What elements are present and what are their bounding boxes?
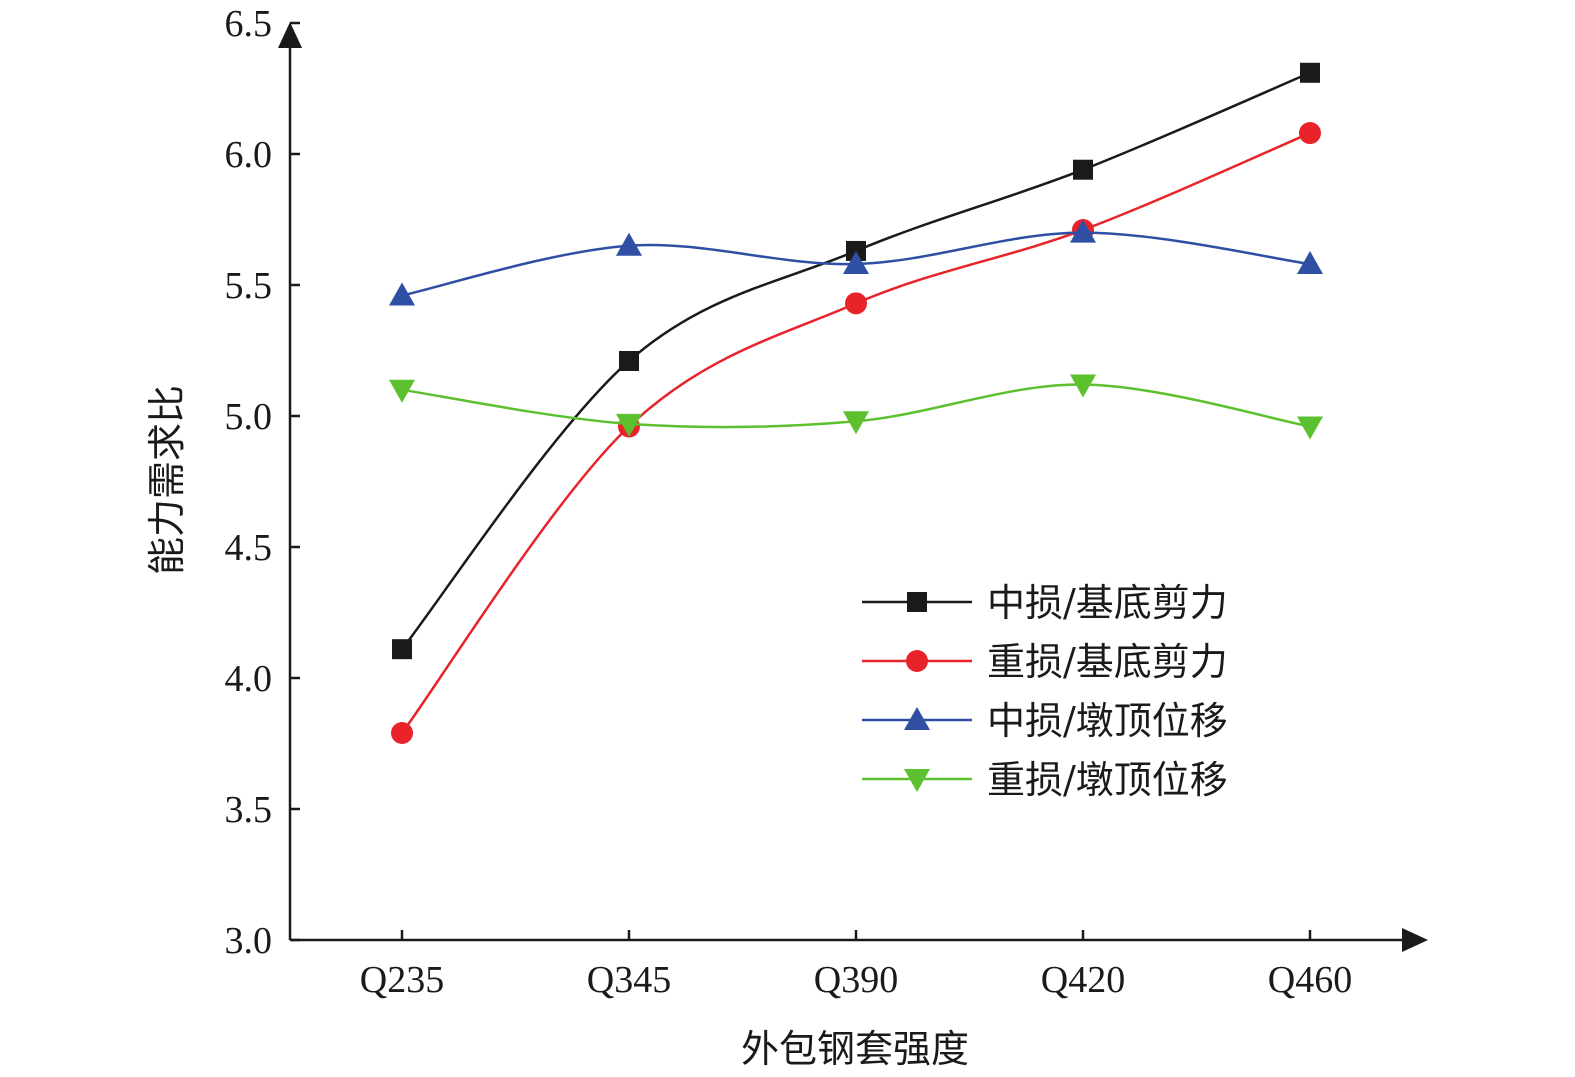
data-point (1299, 122, 1321, 145)
legend-label: 中损/基底剪力 (987, 581, 1228, 625)
data-point (1070, 219, 1096, 243)
y-axis-title: 能力需求比 (145, 385, 189, 575)
data-point (846, 240, 866, 261)
data-point (1297, 251, 1323, 275)
x-tick-label: Q420 (1041, 959, 1125, 1001)
axes (278, 22, 1428, 952)
legend-item: 重损/墩顶位移 (862, 758, 1228, 802)
legend-marker (904, 769, 930, 792)
data-point (392, 639, 412, 660)
series-layer (389, 62, 1323, 745)
y-tick-label: 6.0 (225, 134, 273, 176)
legend-label: 重损/墩顶位移 (987, 758, 1228, 802)
y-ticks: 3.0 3.5 4.0 4.5 5.0 5.5 6.0 6.5 (225, 3, 300, 962)
x-ticks: Q235 Q345 Q390 Q420 Q460 (360, 930, 1352, 1001)
x-tick-label: Q235 (360, 959, 444, 1001)
series-4 (389, 374, 1323, 440)
data-point (616, 413, 642, 437)
data-point (843, 251, 869, 275)
data-point (391, 722, 413, 745)
y-tick-label: 5.5 (225, 265, 273, 307)
legend-item: 中损/墩顶位移 (862, 699, 1228, 743)
data-point (845, 292, 867, 315)
x-tick-label: Q460 (1268, 959, 1352, 1001)
y-tick-label: 5.0 (225, 396, 273, 438)
legend-item: 重损/基底剪力 (862, 640, 1228, 684)
x-tick-label: Q345 (587, 959, 671, 1001)
legend-marker (904, 707, 930, 730)
data-point (1297, 416, 1323, 440)
legend-marker (906, 650, 928, 672)
legend-item: 中损/基底剪力 (862, 581, 1228, 625)
legend-label: 中损/墩顶位移 (987, 699, 1228, 743)
series-line (401, 71, 1311, 650)
series-line (400, 131, 1311, 734)
y-tick-label: 3.5 (225, 789, 273, 831)
data-point (616, 232, 642, 256)
legend-label: 重损/基底剪力 (987, 640, 1228, 684)
data-point (1073, 159, 1093, 180)
data-point (1300, 62, 1320, 83)
x-axis-arrow (1402, 928, 1428, 952)
data-point (843, 411, 869, 435)
data-point (389, 379, 415, 403)
y-tick-label: 3.0 (225, 920, 273, 962)
data-point (389, 282, 415, 306)
y-axis-arrow (278, 22, 302, 48)
y-tick-label: 4.0 (225, 658, 273, 700)
y-tick-label: 4.5 (225, 527, 273, 569)
data-point (1070, 374, 1096, 398)
x-tick-label: Q390 (814, 959, 898, 1001)
x-axis-title: 外包钢套强度 (741, 1027, 969, 1071)
data-point (619, 350, 639, 371)
series-3 (389, 219, 1323, 306)
series-1 (392, 62, 1320, 660)
legend-marker (907, 592, 927, 612)
y-tick-label: 6.5 (225, 3, 273, 45)
